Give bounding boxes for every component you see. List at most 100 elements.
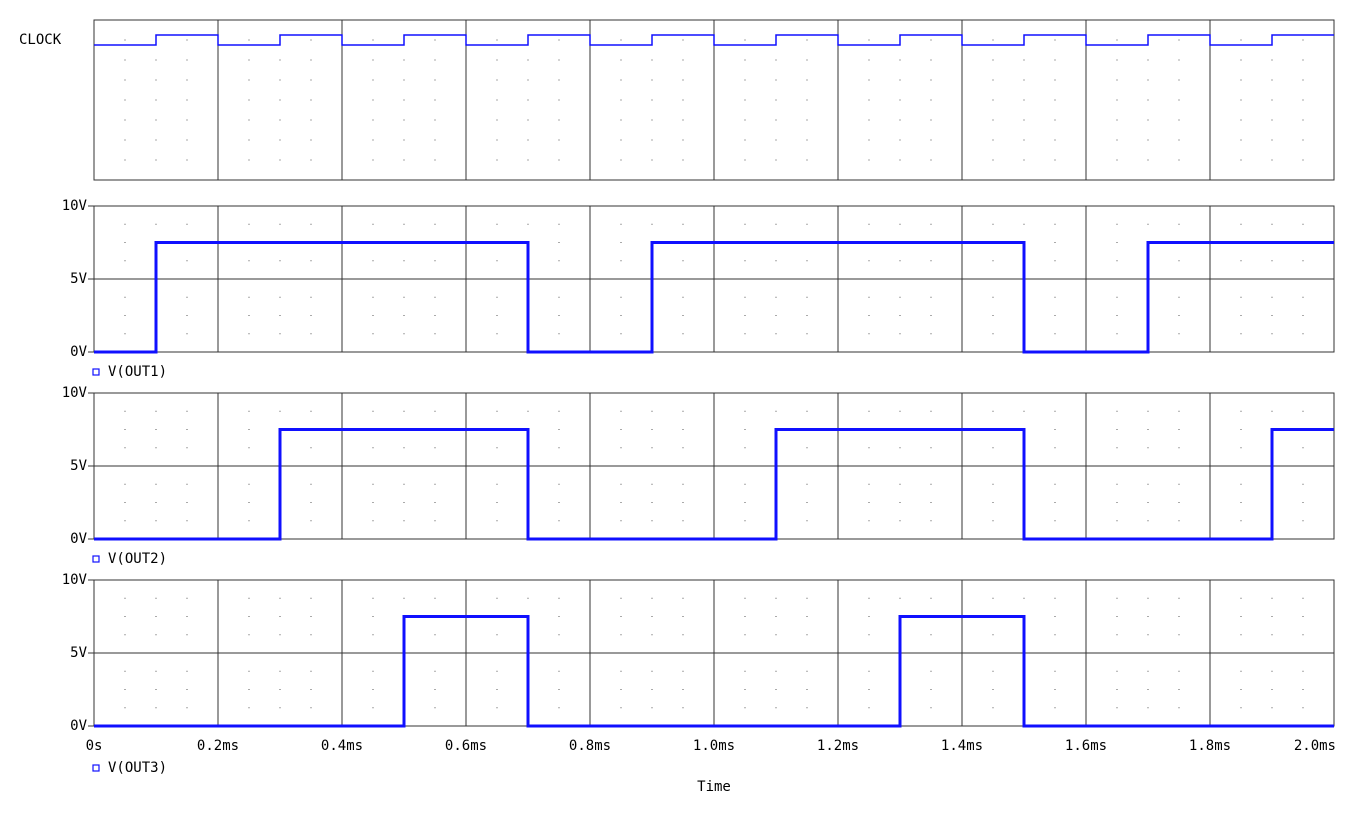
minor-grid-dot — [124, 483, 126, 485]
minor-grid-dot — [434, 483, 436, 485]
minor-grid-dot — [248, 707, 250, 709]
minor-grid-dot — [651, 119, 653, 121]
minor-grid-dot — [310, 296, 312, 298]
minor-grid-dot — [775, 707, 777, 709]
minor-grid-dot — [1178, 502, 1180, 503]
minor-grid-dot — [775, 59, 777, 61]
minor-grid-dot — [248, 333, 250, 335]
minor-grid-dot — [124, 119, 126, 121]
minor-grid-dot — [806, 689, 808, 690]
minor-grid-dot — [744, 597, 746, 599]
minor-grid-dot — [620, 689, 622, 690]
minor-grid-dot — [527, 410, 529, 412]
minor-grid-dot — [1271, 159, 1273, 161]
minor-grid-dot — [744, 99, 746, 101]
minor-grid-dot — [868, 39, 870, 41]
minor-grid-dot — [372, 616, 374, 617]
minor-grid-dot — [1116, 597, 1118, 599]
minor-grid-dot — [558, 99, 560, 101]
minor-grid-dot — [1054, 159, 1056, 161]
minor-grid-dot — [775, 597, 777, 599]
minor-grid-dot — [1054, 333, 1056, 335]
minor-grid-dot — [310, 333, 312, 335]
minor-grid-dot — [279, 119, 281, 121]
minor-grid-dot — [279, 223, 281, 225]
minor-grid-dot — [1240, 707, 1242, 709]
y-tick-label: 10V — [62, 385, 88, 401]
minor-grid-dot — [279, 260, 281, 262]
minor-grid-dot — [620, 520, 622, 522]
minor-grid-dot — [744, 483, 746, 485]
minor-grid-dot — [775, 410, 777, 412]
minor-grid-dot — [1178, 447, 1180, 449]
minor-grid-dot — [558, 597, 560, 599]
minor-grid-dot — [1271, 333, 1273, 335]
minor-grid-dot — [868, 502, 870, 503]
minor-grid-dot — [372, 79, 374, 81]
minor-grid-dot — [651, 159, 653, 161]
minor-grid-dot — [620, 260, 622, 262]
minor-grid-dot — [806, 119, 808, 121]
minor-grid-dot — [1240, 447, 1242, 449]
minor-grid-dot — [527, 79, 529, 81]
minor-grid-dot — [310, 39, 312, 41]
minor-grid-dot — [1271, 597, 1273, 599]
minor-grid-dot — [930, 139, 932, 141]
minor-grid-dot — [372, 315, 374, 316]
x-axis-label: Time — [697, 779, 731, 795]
minor-grid-dot — [744, 119, 746, 121]
minor-grid-dot — [434, 597, 436, 599]
minor-grid-dot — [992, 520, 994, 522]
minor-grid-dot — [1271, 99, 1273, 101]
x-tick-label: 0.2ms — [197, 738, 239, 754]
x-tick-label: 2.0ms — [1294, 738, 1336, 754]
minor-grid-dot — [372, 260, 374, 262]
minor-grid-dot — [806, 502, 808, 503]
minor-grid-dot — [992, 139, 994, 141]
minor-grid-dot — [1147, 502, 1149, 503]
minor-grid-dot — [1302, 670, 1304, 672]
minor-grid-dot — [434, 689, 436, 690]
minor-grid-dot — [434, 99, 436, 101]
minor-grid-dot — [124, 502, 126, 503]
minor-grid-dot — [434, 119, 436, 121]
minor-grid-dot — [248, 502, 250, 503]
minor-grid-dot — [372, 99, 374, 101]
minor-grid-dot — [806, 39, 808, 41]
minor-grid-dot — [682, 483, 684, 485]
minor-grid-dot — [1116, 689, 1118, 690]
minor-grid-dot — [744, 315, 746, 316]
minor-grid-dot — [651, 689, 653, 690]
minor-grid-dot — [1178, 333, 1180, 335]
minor-grid-dot — [1147, 429, 1149, 430]
minor-grid-dot — [1302, 502, 1304, 503]
minor-grid-dot — [496, 634, 498, 636]
minor-grid-dot — [682, 502, 684, 503]
minor-grid-dot — [434, 260, 436, 262]
minor-grid-dot — [682, 99, 684, 101]
minor-grid-dot — [558, 689, 560, 690]
minor-grid-dot — [279, 333, 281, 335]
minor-grid-dot — [992, 39, 994, 41]
x-tick-label: 1.0ms — [693, 738, 735, 754]
minor-grid-dot — [806, 447, 808, 449]
minor-grid-dot — [744, 707, 746, 709]
minor-grid-dot — [992, 333, 994, 335]
minor-grid-dot — [1147, 223, 1149, 225]
minor-grid-dot — [1054, 707, 1056, 709]
y-tick-label: 0V — [70, 531, 87, 547]
x-tick-label: 1.6ms — [1065, 738, 1107, 754]
minor-grid-dot — [868, 99, 870, 101]
minor-grid-dot — [744, 333, 746, 335]
minor-grid-dot — [806, 223, 808, 225]
minor-grid-dot — [992, 502, 994, 503]
minor-grid-dot — [124, 707, 126, 709]
minor-grid-dot — [372, 707, 374, 709]
minor-grid-dot — [1240, 139, 1242, 141]
minor-grid-dot — [310, 410, 312, 412]
minor-grid-dot — [1240, 59, 1242, 61]
minor-grid-dot — [155, 119, 157, 121]
minor-grid-dot — [992, 410, 994, 412]
minor-grid-dot — [744, 223, 746, 225]
minor-grid-dot — [1271, 689, 1273, 690]
